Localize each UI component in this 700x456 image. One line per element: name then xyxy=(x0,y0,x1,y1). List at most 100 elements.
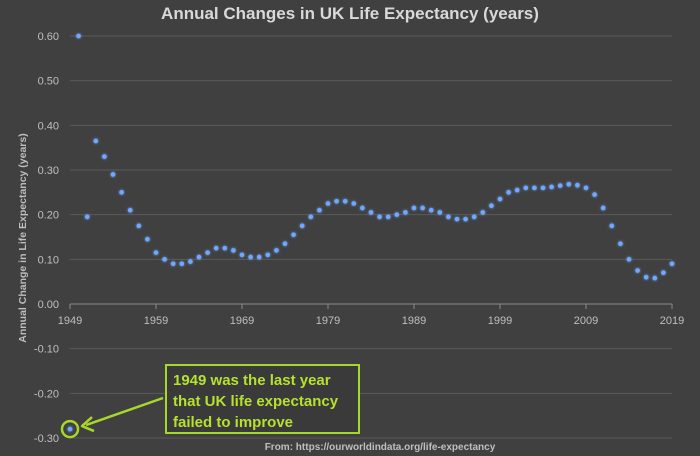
x-tick-label: 1969 xyxy=(230,315,254,327)
data-point xyxy=(652,275,658,281)
highlight-ring xyxy=(60,419,80,439)
x-tick-label: 1959 xyxy=(144,315,168,327)
data-point xyxy=(93,138,99,144)
data-point xyxy=(222,245,228,251)
data-point xyxy=(196,254,202,260)
data-point xyxy=(437,210,443,215)
data-point xyxy=(592,192,597,197)
data-point xyxy=(609,223,615,229)
y-tick-label: 0.50 xyxy=(38,76,59,88)
data-point xyxy=(342,198,348,204)
annotation-arrowhead xyxy=(80,416,95,433)
data-point xyxy=(463,216,468,222)
y-tick-label: -0.10 xyxy=(34,344,59,356)
data-point xyxy=(643,274,649,280)
annotation-callout: 1949 was the last year that UK life expe… xyxy=(165,364,360,434)
x-tick-label: 1949 xyxy=(58,315,82,327)
data-point xyxy=(351,201,357,206)
data-point xyxy=(205,250,210,255)
data-point xyxy=(626,257,632,262)
data-point xyxy=(274,248,279,253)
x-tick-label: 1989 xyxy=(402,315,426,327)
data-point xyxy=(76,33,81,39)
data-point xyxy=(153,250,159,255)
data-point xyxy=(403,210,408,215)
data-point xyxy=(428,207,434,213)
data-point xyxy=(454,216,460,222)
y-tick-label: 0.00 xyxy=(38,299,59,311)
data-point xyxy=(420,205,425,211)
data-point xyxy=(102,154,107,159)
data-point xyxy=(549,184,554,190)
data-point xyxy=(669,261,675,267)
data-point xyxy=(506,190,511,195)
y-tick-label: -0.20 xyxy=(34,388,59,400)
data-point xyxy=(368,210,374,215)
data-point xyxy=(600,205,606,211)
annotation-line-3: failed to improve xyxy=(173,414,294,431)
data-point xyxy=(394,212,400,217)
data-point xyxy=(334,198,339,204)
chart-title: Annual Changes in UK Life Expectancy (ye… xyxy=(161,4,539,23)
y-tick-label: -0.30 xyxy=(34,433,59,445)
x-tick-label: 1999 xyxy=(488,315,512,327)
data-point xyxy=(188,259,193,264)
x-tick-label: 2009 xyxy=(574,315,598,327)
data-point xyxy=(317,207,322,213)
data-point xyxy=(308,214,314,220)
data-point xyxy=(540,185,546,191)
data-point xyxy=(136,223,142,229)
data-point xyxy=(84,214,90,220)
data-point xyxy=(471,214,477,220)
data-point xyxy=(179,261,185,267)
data-point xyxy=(661,270,666,276)
data-point xyxy=(566,181,572,187)
data-point xyxy=(618,241,623,246)
data-point xyxy=(213,245,219,251)
data-point xyxy=(282,241,288,246)
source-note: From: https://ourworldindata.org/life-ex… xyxy=(264,442,496,453)
y-tick-label: 0.10 xyxy=(38,254,59,266)
annotation-arrow xyxy=(85,396,164,427)
data-point xyxy=(480,210,486,215)
data-point xyxy=(248,254,253,260)
data-point xyxy=(299,223,305,229)
data-point xyxy=(635,268,640,273)
data-point xyxy=(256,254,262,260)
data-point xyxy=(119,190,124,195)
data-point xyxy=(557,183,563,188)
data-point xyxy=(489,203,494,209)
data-point xyxy=(532,185,537,191)
data-point xyxy=(514,187,520,193)
data-point xyxy=(325,201,331,206)
y-tick-label: 0.20 xyxy=(38,210,59,222)
data-point xyxy=(145,236,150,242)
data-point xyxy=(575,182,580,188)
data-point xyxy=(385,214,391,220)
data-point xyxy=(239,252,245,258)
annotation-line-1: 1949 was the last year xyxy=(173,372,331,389)
y-tick-label: 0.60 xyxy=(38,31,59,43)
data-point xyxy=(377,214,382,220)
x-tick-label: 1979 xyxy=(316,315,340,327)
annotation-line-2: that UK life expectancy xyxy=(173,393,339,410)
data-point xyxy=(127,207,133,213)
y-tick-label: 0.40 xyxy=(38,120,59,132)
data-point xyxy=(523,185,529,191)
data-point xyxy=(446,214,451,220)
data-point xyxy=(583,185,589,191)
data-point xyxy=(411,205,417,211)
data-point xyxy=(67,426,73,432)
data-point xyxy=(170,261,176,267)
data-point xyxy=(265,252,271,258)
data-point xyxy=(231,248,236,253)
data-point xyxy=(497,196,503,202)
x-tick-label: 2019 xyxy=(660,315,684,327)
data-point xyxy=(110,172,116,177)
data-point xyxy=(360,205,365,211)
data-point xyxy=(162,257,167,262)
y-tick-label: 0.30 xyxy=(38,165,59,177)
data-point xyxy=(291,232,296,238)
